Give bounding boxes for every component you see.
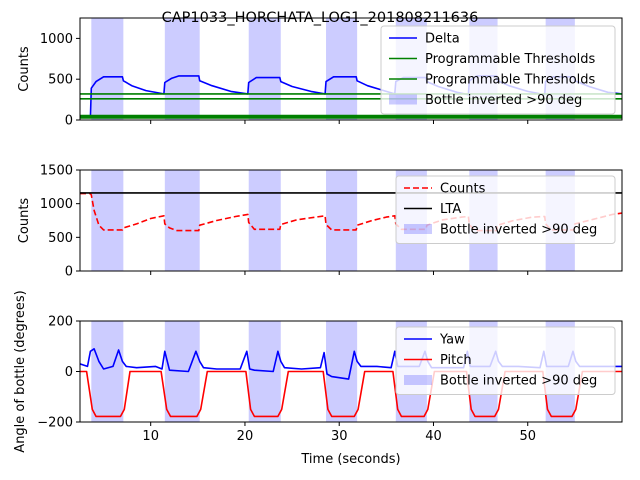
y-tick-label: 1000 bbox=[40, 197, 73, 212]
legend-label: Bottle inverted >90 deg bbox=[440, 223, 597, 238]
legend-label: Pitch bbox=[440, 353, 472, 368]
legend: Delta Programmable Thresholds Programmable… bbox=[380, 25, 616, 115]
inverted-band-3 bbox=[248, 170, 281, 271]
axes-frame bbox=[79, 17, 623, 121]
inverted-band-2 bbox=[164, 170, 200, 271]
legend-label: Programmable Thresholds bbox=[425, 52, 596, 67]
legend-box bbox=[395, 175, 616, 244]
panel-2: 0 500 1000 1500 Counts Counts LTA Bottle invert… bbox=[17, 164, 623, 280]
x-tick-label: 10 bbox=[142, 429, 159, 444]
legend-label: Bottle inverted >90 deg bbox=[440, 374, 597, 389]
legend-label: Delta bbox=[425, 32, 460, 47]
y-tick-label: −200 bbox=[37, 416, 73, 431]
x-tick-label: 20 bbox=[237, 429, 254, 444]
legend: Counts LTA Bottle inverted >90 deg bbox=[395, 175, 616, 244]
y-tick-label: 0 bbox=[65, 365, 73, 380]
y-tick-label: 1500 bbox=[40, 164, 73, 179]
axes-frame bbox=[79, 169, 623, 272]
inverted-band-1 bbox=[91, 321, 124, 422]
y-axis-label: Counts bbox=[17, 46, 32, 92]
inverted-band-1 bbox=[91, 170, 124, 271]
legend-box bbox=[380, 25, 616, 115]
legend-label: Counts bbox=[440, 182, 486, 197]
legend-label: Yaw bbox=[439, 333, 465, 348]
panel-1: 0 500 1000 Counts CAP1033_HORCHATA_LOG1_2018… bbox=[17, 10, 623, 129]
y-axis-label: Counts bbox=[17, 198, 32, 244]
inverted-band-4 bbox=[326, 170, 358, 271]
y-tick-label: 200 bbox=[48, 315, 73, 330]
legend-label: Programmable Thresholds bbox=[425, 73, 596, 88]
y-tick-label: 500 bbox=[48, 73, 73, 88]
legend-box bbox=[395, 326, 616, 395]
legend: Yaw Pitch Bottle inverted >90 deg bbox=[395, 326, 616, 395]
x-axis-label: Time (seconds) bbox=[300, 452, 400, 467]
legend-swatch bbox=[404, 224, 432, 234]
inverted-band-1 bbox=[91, 18, 124, 120]
legend-label: LTA bbox=[440, 202, 461, 217]
inverted-band-4 bbox=[326, 321, 358, 422]
panel-3: 10 20 30 40 50 −200 0 200 Angle of bottle (degre… bbox=[13, 290, 623, 467]
x-tick-label: 50 bbox=[519, 429, 536, 444]
y-tick-label: 500 bbox=[48, 231, 73, 246]
y-tick-label: 0 bbox=[65, 114, 73, 129]
legend-swatch bbox=[404, 375, 432, 385]
y-tick-label: 1000 bbox=[40, 32, 73, 47]
y-tick-label: 0 bbox=[65, 265, 73, 280]
inverted-band-2 bbox=[164, 18, 200, 120]
x-tick-label: 30 bbox=[331, 429, 348, 444]
chart-title: CAP1033_HORCHATA_LOG1_201808211636 bbox=[162, 10, 479, 26]
legend-swatch bbox=[389, 94, 417, 105]
inverted-band-4 bbox=[326, 18, 358, 120]
x-tick-label: 40 bbox=[425, 429, 442, 444]
legend-label: Bottle inverted >90 deg bbox=[425, 93, 582, 108]
y-axis-label: Angle of bottle (degrees) bbox=[13, 290, 28, 452]
inverted-band-3 bbox=[248, 18, 281, 120]
